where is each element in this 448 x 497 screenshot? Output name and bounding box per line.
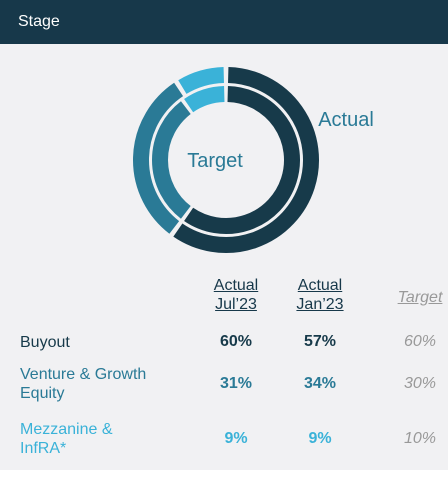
table-value: 60% bbox=[219, 333, 253, 350]
row-label: Venture & Growth Equity bbox=[20, 366, 147, 402]
donut-segment bbox=[133, 82, 184, 234]
table-value: 30% bbox=[403, 375, 437, 392]
row-label: Buyout bbox=[20, 334, 70, 351]
table-value: 57% bbox=[303, 333, 337, 350]
column-header: Actual Jul’23 bbox=[213, 277, 259, 313]
column-header: Actual Jan’23 bbox=[296, 277, 344, 313]
donut-segment bbox=[184, 86, 300, 234]
table-value: 10% bbox=[403, 430, 437, 447]
ring-label: Target bbox=[187, 150, 243, 172]
table-value: 9% bbox=[308, 430, 332, 447]
header-title: Stage bbox=[0, 0, 448, 44]
table-value: 9% bbox=[224, 430, 248, 447]
donut-segment bbox=[173, 67, 319, 253]
ring-label: Actual bbox=[318, 109, 374, 131]
column-header: Target bbox=[397, 289, 443, 306]
donut-chart: Actual Target bbox=[133, 67, 374, 253]
table-value: 60% bbox=[403, 333, 437, 350]
donut-segment bbox=[152, 101, 191, 219]
table-value: 34% bbox=[303, 375, 337, 392]
table-value: 31% bbox=[219, 375, 253, 392]
donut-segment bbox=[184, 86, 225, 113]
panel bbox=[0, 44, 448, 470]
donut-segment bbox=[178, 67, 225, 95]
row-label: Mezzanine & InfRA* bbox=[20, 421, 113, 457]
